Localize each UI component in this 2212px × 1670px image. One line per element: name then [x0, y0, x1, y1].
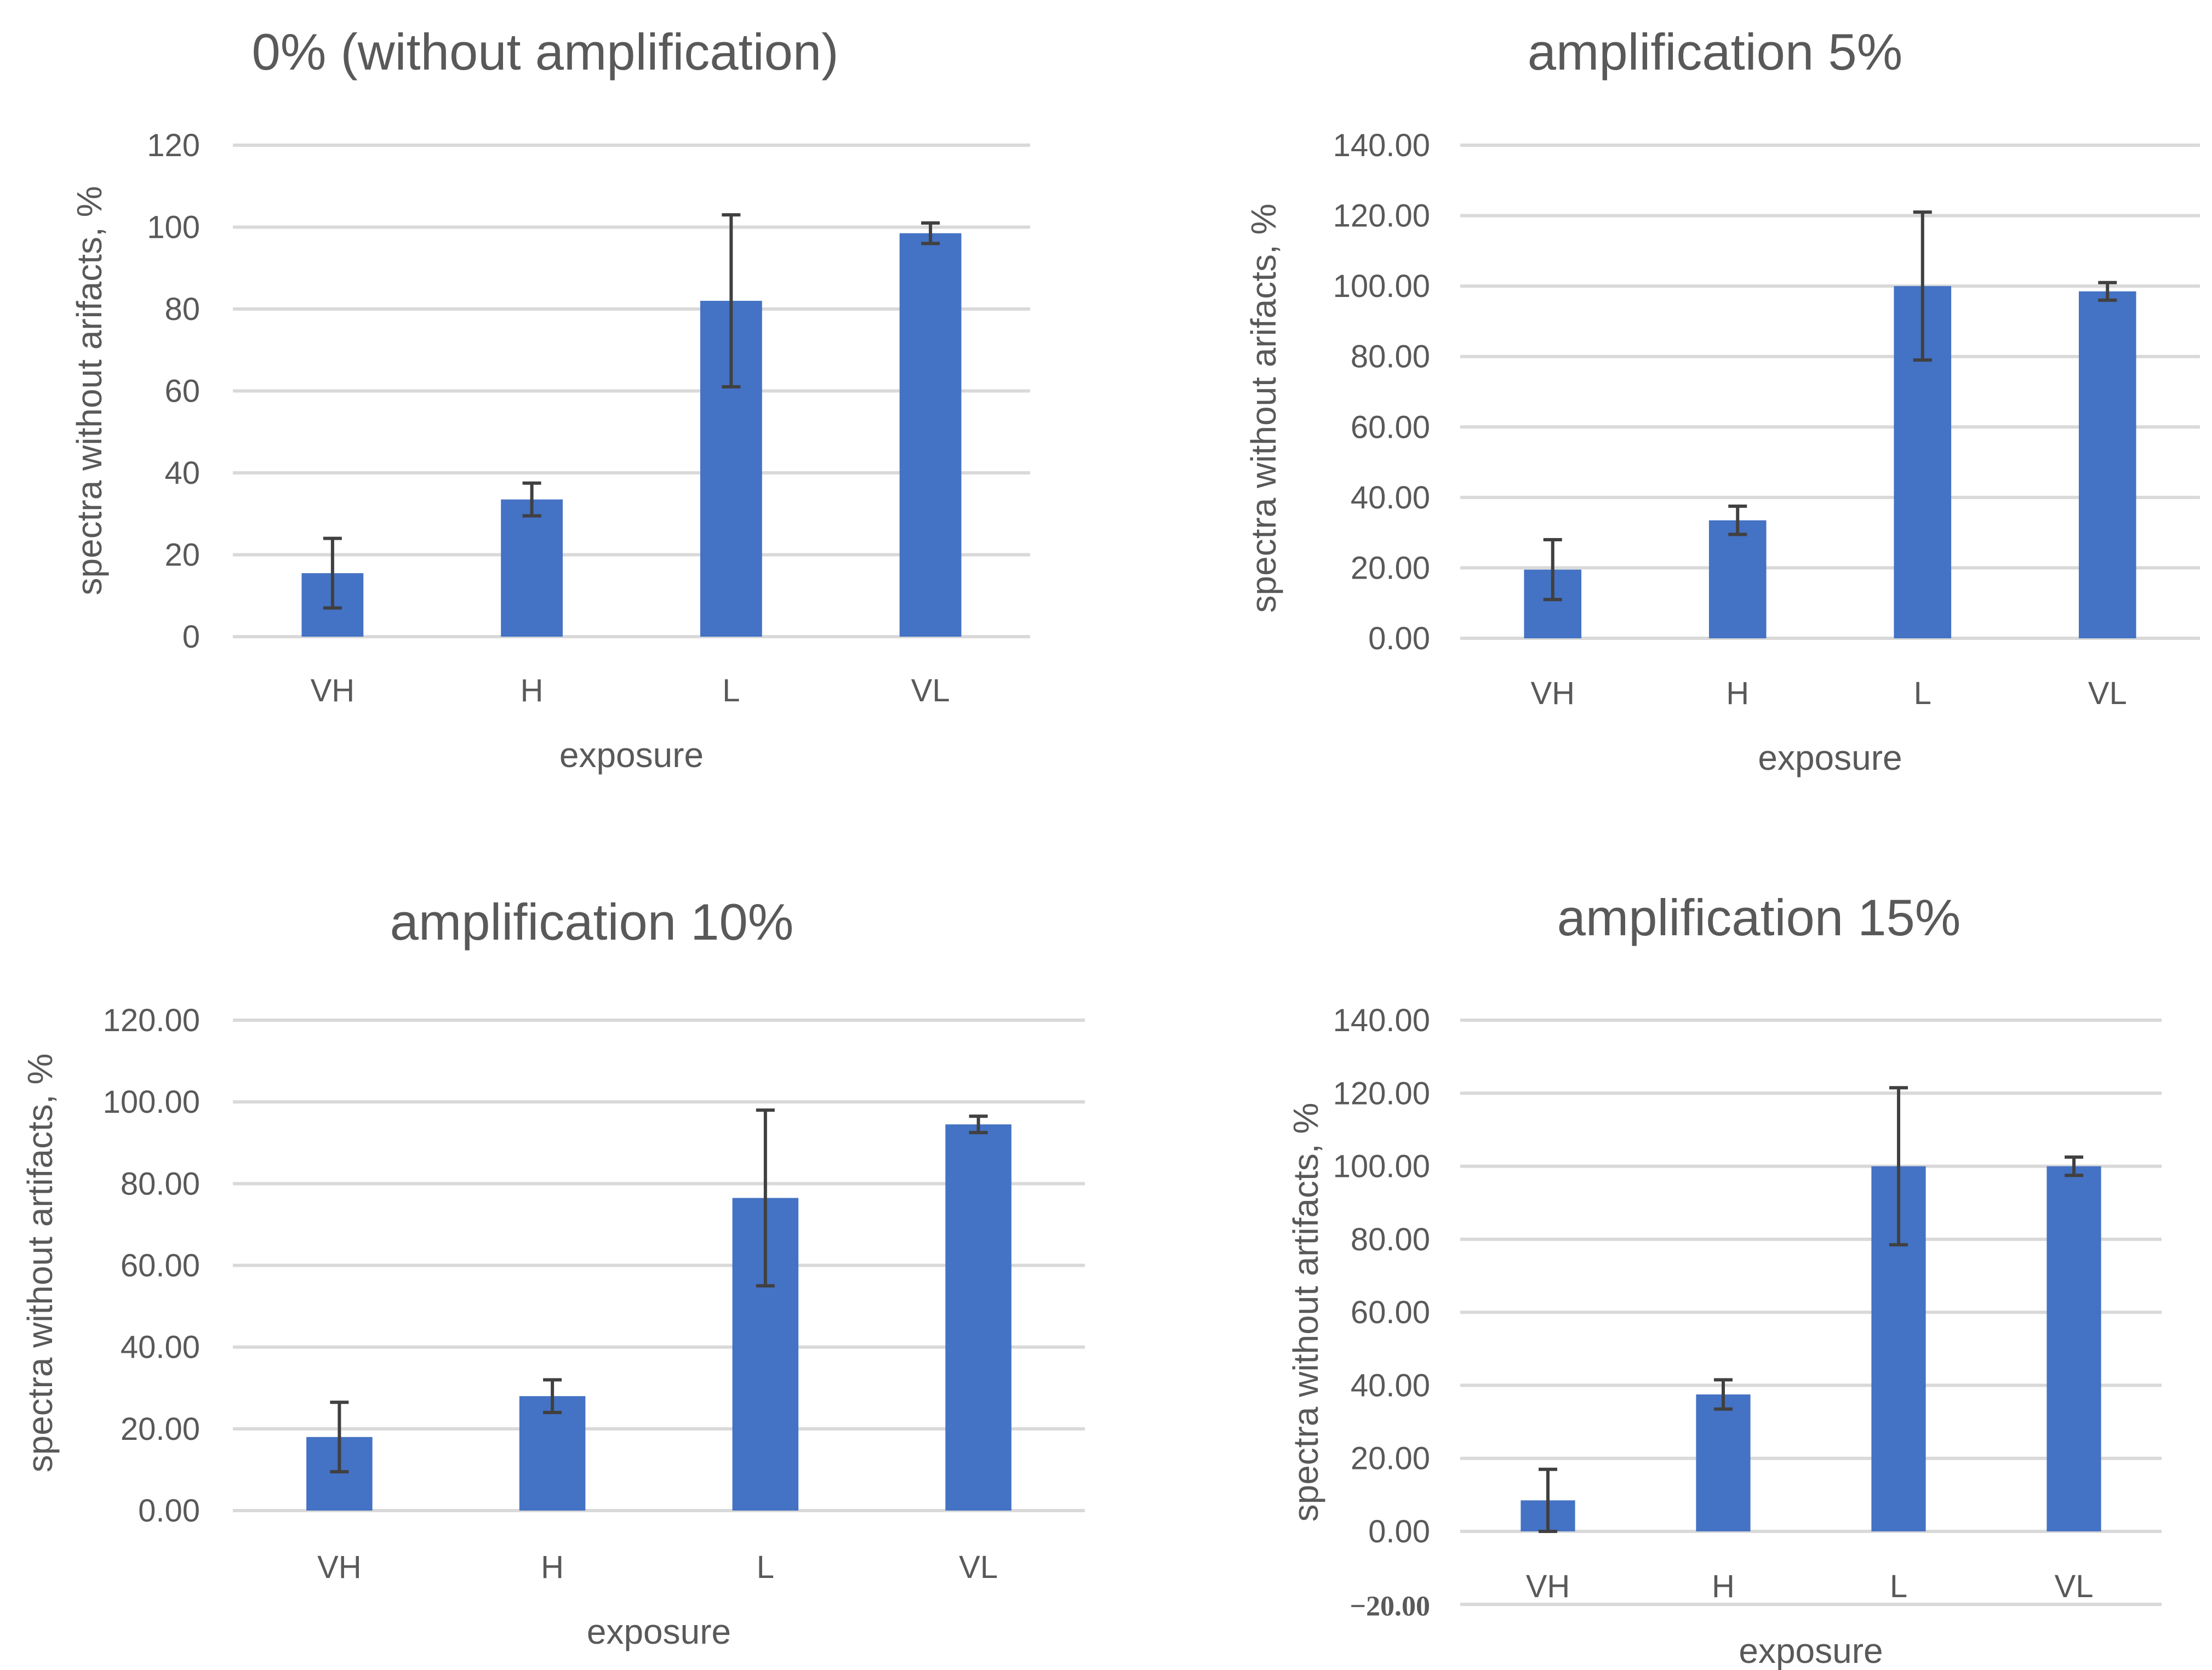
chart4-y-tick-label: 0.00 — [1368, 1514, 1430, 1549]
chart2-category-label: VL — [2088, 676, 2127, 711]
chart2-y-tick-label: 60.00 — [1351, 409, 1430, 445]
chart2-y-tick-label: 20.00 — [1351, 550, 1430, 586]
chart4-title: amplification 15% — [1557, 889, 1961, 946]
chart2-y-tick-label: 40.00 — [1351, 480, 1430, 516]
chart4-y-tick-label: 140.00 — [1333, 1003, 1430, 1038]
chart2-y-tick-label: 0.00 — [1368, 621, 1430, 656]
chart2-category-label: H — [1726, 676, 1749, 711]
chart4-y-tick-label: 60.00 — [1351, 1295, 1430, 1330]
chart4-y-axis-label: spectra without artifacts, % — [1286, 1103, 1325, 1522]
chart4-category-label: VL — [2055, 1569, 2094, 1604]
chart1-y-tick-label: 40 — [164, 455, 200, 491]
chart2-category-label: L — [1914, 676, 1931, 711]
chart1-category-label: L — [722, 673, 740, 708]
chart4-category-label: H — [1712, 1569, 1735, 1604]
chart2-y-tick-label: 80.00 — [1351, 339, 1430, 375]
chart1-bar-H — [501, 499, 563, 637]
chart4-y-tick-label: 40.00 — [1351, 1368, 1430, 1403]
chart1-category-label: VL — [911, 673, 950, 708]
chart3-y-tick-label: 80.00 — [121, 1166, 200, 1202]
chart2-title: amplification 5% — [1528, 23, 1902, 81]
chart1-y-tick-label: 100 — [147, 210, 200, 245]
chart1-y-tick-label: 60 — [164, 374, 200, 409]
chart3-x-axis-label: exposure — [587, 1612, 731, 1651]
chart3-y-axis-label: spectra without artifacts, % — [20, 1054, 60, 1473]
chart1-y-tick-label: 120 — [147, 128, 200, 163]
chart3-category-label: L — [757, 1549, 774, 1585]
chart1-category-label: H — [521, 673, 544, 708]
chart2-bar-VL — [2078, 291, 2136, 638]
chart3-y-tick-label: 100.00 — [103, 1084, 200, 1120]
chart2-y-tick-label: 100.00 — [1333, 268, 1430, 304]
chart1-y-axis-label: spectra without arifacts, % — [70, 186, 109, 596]
chart3-y-tick-label: 20.00 — [121, 1411, 200, 1447]
chart2-x-axis-label: exposure — [1758, 738, 1902, 777]
chart3-y-tick-label: 120.00 — [103, 1003, 200, 1038]
chart4-y-tick-label: 80.00 — [1351, 1222, 1430, 1257]
chart2-y-tick-label: 140.00 — [1333, 128, 1430, 163]
chart1-y-tick-label: 0 — [182, 619, 200, 655]
chart4-y-tick-label: −20.00 — [1350, 1591, 1430, 1622]
chart3-bar-VL — [945, 1124, 1011, 1511]
chart4-category-label: VH — [1526, 1569, 1570, 1604]
chart3-bar-H — [519, 1396, 586, 1511]
chart4-y-tick-label: 120.00 — [1333, 1076, 1430, 1111]
chart1-title: 0% (without amplification) — [252, 23, 839, 81]
chart1-x-axis-label: exposure — [559, 735, 704, 775]
chart2-category-label: VH — [1530, 676, 1575, 711]
chart4-y-tick-label: 100.00 — [1333, 1149, 1430, 1185]
chart3-category-label: VL — [959, 1549, 998, 1585]
chart4-bar-H — [1696, 1394, 1751, 1531]
chart2-y-axis-label: spectra without arifacts, % — [1244, 204, 1283, 613]
chart2-bar-H — [1708, 520, 1767, 638]
chart2-y-tick-label: 120.00 — [1333, 198, 1430, 234]
chart4-bar-VL — [2047, 1166, 2101, 1531]
chart3-y-tick-label: 0.00 — [138, 1493, 200, 1529]
chart3-y-tick-label: 60.00 — [121, 1248, 200, 1284]
chart4-y-tick-label: 20.00 — [1351, 1441, 1430, 1477]
chart1-y-tick-label: 80 — [164, 291, 200, 327]
chart3-category-label: VH — [317, 1549, 362, 1585]
chart4-category-label: L — [1890, 1569, 1907, 1604]
chart3-title: amplification 10% — [390, 893, 794, 951]
chart3-y-tick-label: 40.00 — [121, 1330, 200, 1365]
chart1-y-tick-label: 20 — [164, 537, 200, 573]
chart1-category-label: VH — [311, 673, 355, 708]
chart1-bar-VL — [899, 233, 962, 637]
chart4-x-axis-label: exposure — [1739, 1631, 1883, 1670]
chart3-category-label: H — [541, 1549, 564, 1585]
